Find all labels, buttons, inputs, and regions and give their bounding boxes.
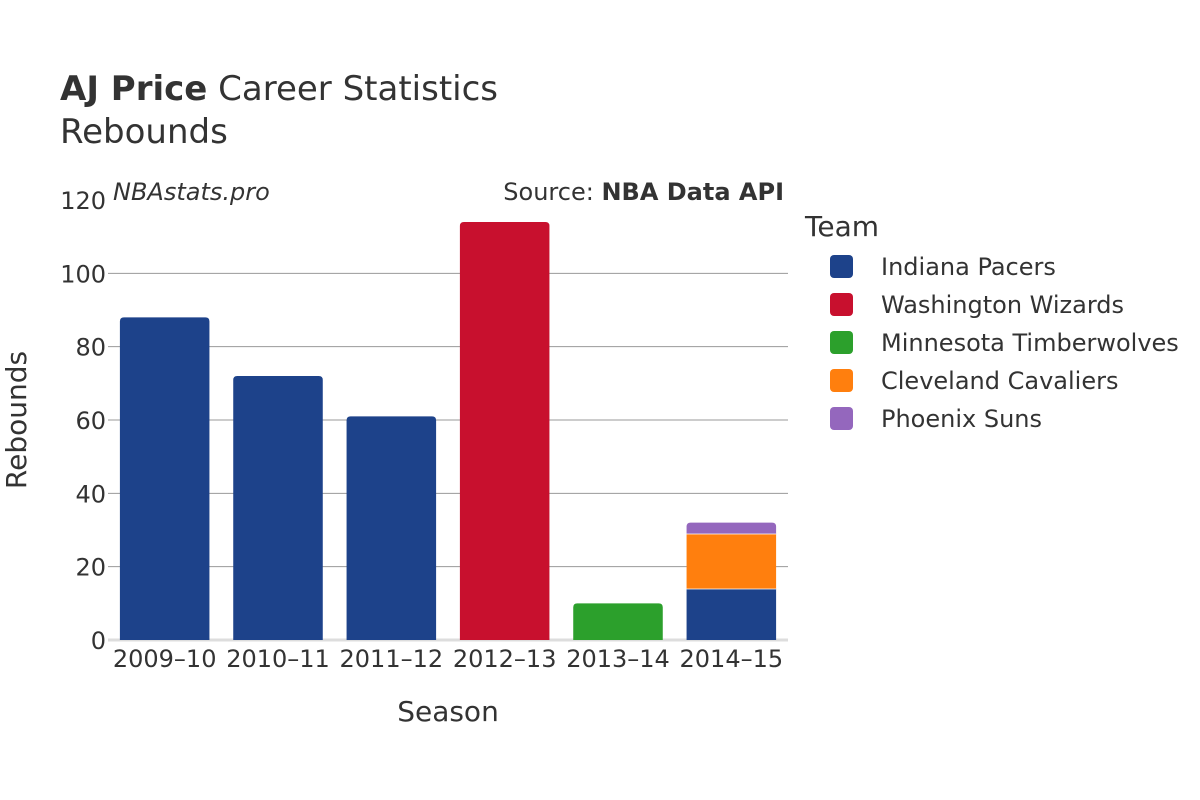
x-tick-label: 2009–10 xyxy=(113,645,217,673)
bar-2010–11-indiana-pacers xyxy=(233,376,323,640)
bar-2014–15-cleveland-cavaliers xyxy=(686,533,777,589)
legend: Team Indiana Pacers Washington Wizards Min… xyxy=(804,210,1179,433)
legend-swatch xyxy=(830,331,853,354)
legend-swatch xyxy=(830,293,853,316)
x-tick-label: 2010–11 xyxy=(226,645,330,673)
chart-subtitle: Rebounds xyxy=(60,112,228,152)
y-tick-label: 40 xyxy=(75,480,106,508)
y-tick-label: 60 xyxy=(75,407,106,435)
y-tick-label: 20 xyxy=(75,554,106,582)
watermark: NBAstats.pro xyxy=(113,178,270,206)
x-axis-title: Season xyxy=(397,695,499,728)
legend-swatch xyxy=(830,255,853,278)
source-label: Source: NBA Data API xyxy=(503,178,784,206)
y-axis-ticks: 0 20 40 60 80 100 120 xyxy=(60,187,106,655)
gridlines xyxy=(108,272,788,642)
bars xyxy=(119,222,777,640)
y-tick-label: 0 xyxy=(91,627,106,655)
bar-2014–15-phoenix-suns xyxy=(686,522,777,534)
x-axis-ticks: 2009–10 2010–11 2011–12 2012–13 2013–14 2014–… xyxy=(113,645,783,673)
bar-2014–15-indiana-pacers xyxy=(686,588,777,640)
source-name: NBA Data API xyxy=(601,178,784,206)
bar-2013–14-minnesota-timberwolves xyxy=(573,603,663,640)
title-rest: Career Statistics xyxy=(207,69,498,109)
x-tick-label: 2013–14 xyxy=(566,645,670,673)
x-tick-label: 2012–13 xyxy=(453,645,557,673)
bar-2011–12-indiana-pacers xyxy=(346,416,437,640)
bar-2012–13-washington-wizards xyxy=(459,222,550,640)
legend-label: Cleveland Cavaliers xyxy=(881,367,1118,395)
legend-title: Team xyxy=(804,210,879,243)
y-tick-label: 120 xyxy=(60,187,106,215)
x-tick-label: 2011–12 xyxy=(340,645,444,673)
bar-2009–10-indiana-pacers xyxy=(119,317,210,640)
legend-label: Minnesota Timberwolves xyxy=(881,329,1179,357)
legend-label: Washington Wizards xyxy=(881,291,1124,319)
y-axis-title: Rebounds xyxy=(0,351,33,489)
legend-label: Indiana Pacers xyxy=(881,253,1056,281)
chart-title: AJ Price Career Statistics xyxy=(60,69,498,109)
y-tick-label: 100 xyxy=(60,260,106,288)
legend-swatch xyxy=(830,407,853,430)
source-prefix: Source: xyxy=(503,178,601,206)
player-name: AJ Price xyxy=(60,69,207,109)
x-tick-label: 2014–15 xyxy=(680,645,784,673)
legend-label: Phoenix Suns xyxy=(881,405,1042,433)
legend-swatch xyxy=(830,369,853,392)
y-tick-label: 80 xyxy=(75,334,106,362)
